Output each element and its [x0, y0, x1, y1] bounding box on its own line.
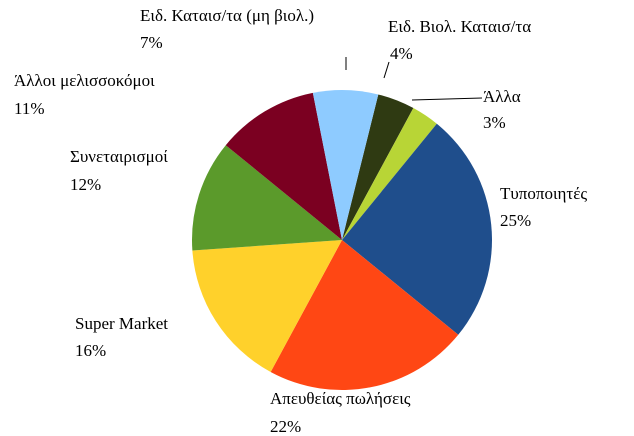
slice-label: Τυποποιητές: [500, 184, 587, 203]
pie-slice: [191, 145, 342, 251]
slice-label: Απευθείας πωλήσεις: [270, 389, 411, 408]
slice-label: Συνεταιρισμοί: [70, 147, 168, 166]
slice-label: Άλλοι μελισσοκόμοι: [14, 71, 155, 90]
pie-slice: [342, 108, 437, 241]
slice-label: Ειδ. Βιολ. Καταισ/τα: [388, 17, 531, 36]
slice-value-label: 22%: [270, 417, 301, 436]
slice-value-label: 3%: [483, 113, 506, 132]
pie-slice: [192, 240, 342, 372]
slice-label: Ειδ. Καταισ/τα (μη βιολ.): [140, 6, 314, 25]
slice-value-label: 7%: [140, 33, 163, 52]
pie-slice: [342, 94, 414, 240]
slice-label: Super Market: [75, 314, 168, 333]
leader-line: [383, 61, 390, 79]
slice-label: Άλλα: [483, 87, 521, 106]
slice-value-label: 12%: [70, 175, 101, 194]
pie-slice: [342, 123, 492, 335]
slice-value-label: 4%: [390, 44, 413, 63]
slice-value-label: 25%: [500, 211, 531, 230]
pie-slice: [312, 89, 379, 240]
slice-value-label: 11%: [14, 99, 45, 118]
leader-line: [411, 97, 483, 101]
slice-value-label: 16%: [75, 341, 106, 360]
pie-slice: [225, 92, 342, 241]
pie-slice: [270, 240, 459, 390]
